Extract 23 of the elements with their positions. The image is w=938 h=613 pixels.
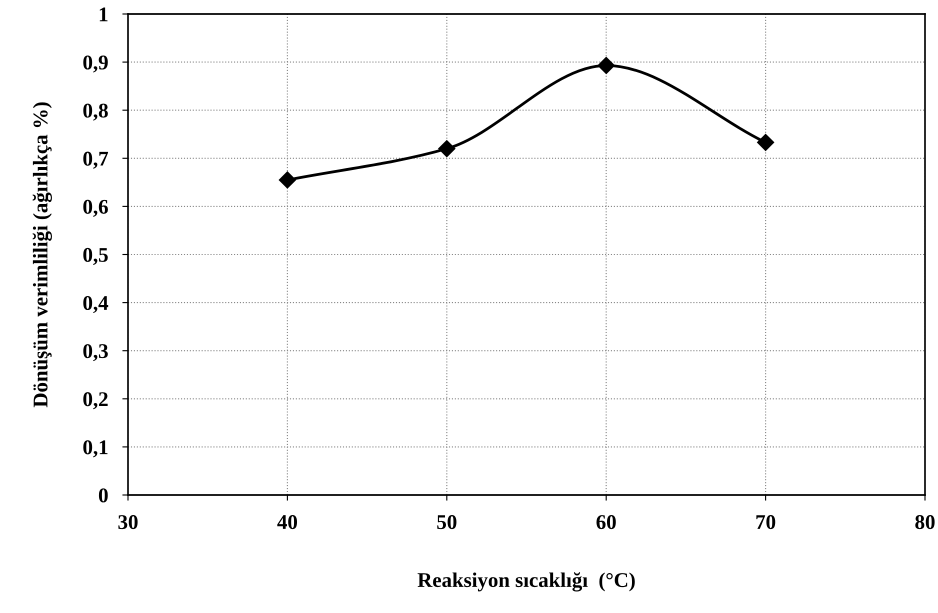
y-tick-label: 0,3 [83, 344, 108, 362]
y-tick-label: 0,4 [83, 296, 108, 314]
y-tick-label: 0,6 [83, 200, 108, 217]
x-tick-label: 70 [756, 515, 776, 530]
point [438, 140, 456, 158]
x-tick-label: 80 [915, 515, 935, 530]
y-tick-label: 0,1 [83, 440, 108, 458]
point [598, 56, 615, 74]
x-axis-title: Reaksiyon sıcaklığı (°C) [418, 572, 635, 592]
y-tick-label: 0,9 [83, 55, 108, 73]
y-tick-label: 0 [98, 488, 108, 502]
x-tick-label: 40 [277, 515, 298, 530]
point [278, 171, 296, 188]
y-axis-title: Dönüşüm verimliliği (ağırlıkça %) [32, 102, 52, 408]
x-tick-label: 30 [118, 515, 138, 530]
y-tick-label: 0,8 [83, 104, 108, 121]
y-tick-label: 0,5 [83, 248, 108, 265]
x-tick-label: 60 [596, 515, 616, 530]
y-tick-label: 1 [100, 7, 108, 22]
x-tick-label: 50 [437, 515, 456, 530]
point [757, 134, 774, 151]
y-tick-label: 0,7 [83, 152, 108, 169]
y-tick-label: 0,2 [83, 392, 108, 410]
